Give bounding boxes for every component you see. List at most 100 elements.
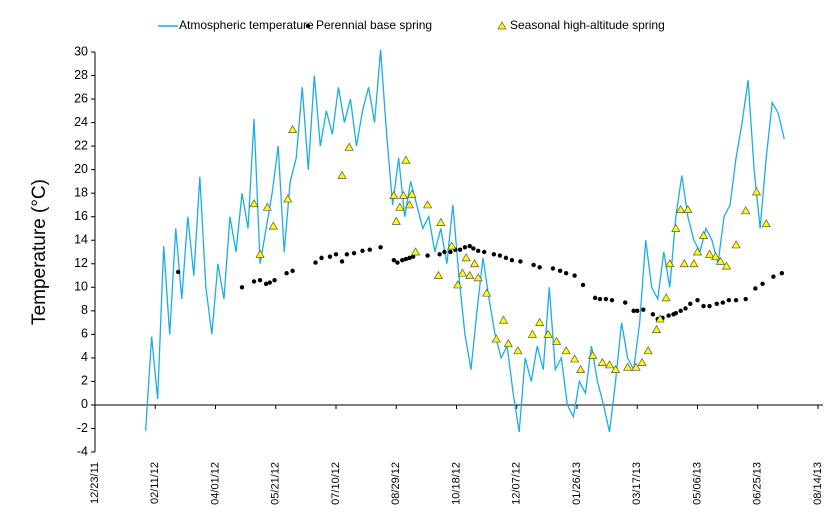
point <box>733 298 739 303</box>
x-tick-label: 06/25/13 <box>752 462 764 505</box>
point <box>284 270 289 276</box>
point <box>467 243 472 249</box>
x-tick-label: 10/18/12 <box>450 462 462 505</box>
point <box>462 245 468 250</box>
point <box>498 315 509 324</box>
point <box>473 273 483 282</box>
point <box>597 357 607 366</box>
point <box>360 248 365 254</box>
point <box>344 252 350 257</box>
x-tick-label: 12/23/11 <box>89 462 101 504</box>
point <box>635 308 640 314</box>
y-tick-label: 4 <box>81 350 88 364</box>
point <box>437 252 442 257</box>
point <box>461 253 471 262</box>
point <box>688 301 693 306</box>
point <box>518 259 523 264</box>
point <box>389 190 399 199</box>
point <box>257 278 263 283</box>
point <box>288 124 298 133</box>
point <box>721 261 732 270</box>
point <box>550 266 556 271</box>
point <box>513 346 523 355</box>
point <box>482 249 487 255</box>
point <box>491 252 497 257</box>
point <box>771 274 776 279</box>
point <box>666 313 671 318</box>
x-tick-label: 03/17/13 <box>631 462 643 505</box>
point <box>637 357 647 366</box>
point <box>557 268 563 274</box>
y-tick-label: 30 <box>74 44 88 58</box>
point <box>398 190 409 199</box>
point <box>726 298 732 303</box>
y-tick-label: 8 <box>81 303 88 317</box>
point <box>465 270 475 279</box>
point <box>576 364 586 373</box>
point <box>683 204 693 213</box>
point <box>551 336 562 345</box>
point <box>407 255 412 261</box>
point <box>395 202 405 211</box>
point <box>527 329 538 338</box>
y-axis-title: Temperature (°C) <box>29 179 50 325</box>
point <box>731 240 741 249</box>
y-tick-label: 10 <box>74 280 88 294</box>
point <box>563 270 569 276</box>
point <box>741 206 751 215</box>
point <box>631 308 636 314</box>
point <box>643 346 653 355</box>
legend-swatch <box>305 23 311 29</box>
point <box>715 256 725 265</box>
y-tick-label: 16 <box>74 209 88 223</box>
legend-label: Atmospheric temperature <box>179 18 314 32</box>
point <box>442 249 447 255</box>
point <box>714 301 719 306</box>
point <box>251 279 257 284</box>
y-tick-label: 14 <box>74 233 88 247</box>
point <box>623 362 633 371</box>
point <box>673 310 679 316</box>
y-tick-label: 0 <box>81 397 88 411</box>
point <box>751 187 762 196</box>
point <box>710 252 721 261</box>
point <box>410 247 421 256</box>
point <box>679 259 689 268</box>
point <box>665 259 675 268</box>
point <box>453 280 463 289</box>
point <box>339 259 345 264</box>
legend-swatch <box>497 21 507 30</box>
point <box>592 295 598 301</box>
point <box>327 254 333 259</box>
point <box>650 312 656 317</box>
point <box>283 194 293 203</box>
point <box>503 339 513 348</box>
y-tick-label: 24 <box>74 115 88 129</box>
point <box>651 324 662 333</box>
temperature-line <box>144 49 785 433</box>
point <box>337 170 347 179</box>
point <box>319 255 324 261</box>
point <box>753 286 758 291</box>
point <box>272 278 277 283</box>
point <box>175 269 181 275</box>
point <box>509 258 515 263</box>
point <box>457 268 468 277</box>
point <box>543 329 553 338</box>
point <box>580 282 586 288</box>
point <box>263 281 269 286</box>
point <box>497 253 503 258</box>
point <box>535 317 545 326</box>
point <box>367 247 372 252</box>
y-tick-label: 20 <box>74 162 88 176</box>
point <box>604 360 615 369</box>
point <box>457 247 463 252</box>
point <box>561 346 571 355</box>
x-tick-label: 08/29/12 <box>390 462 402 505</box>
point <box>676 204 686 213</box>
point <box>655 314 665 323</box>
point <box>290 268 295 274</box>
point <box>475 248 481 254</box>
point <box>641 307 646 312</box>
